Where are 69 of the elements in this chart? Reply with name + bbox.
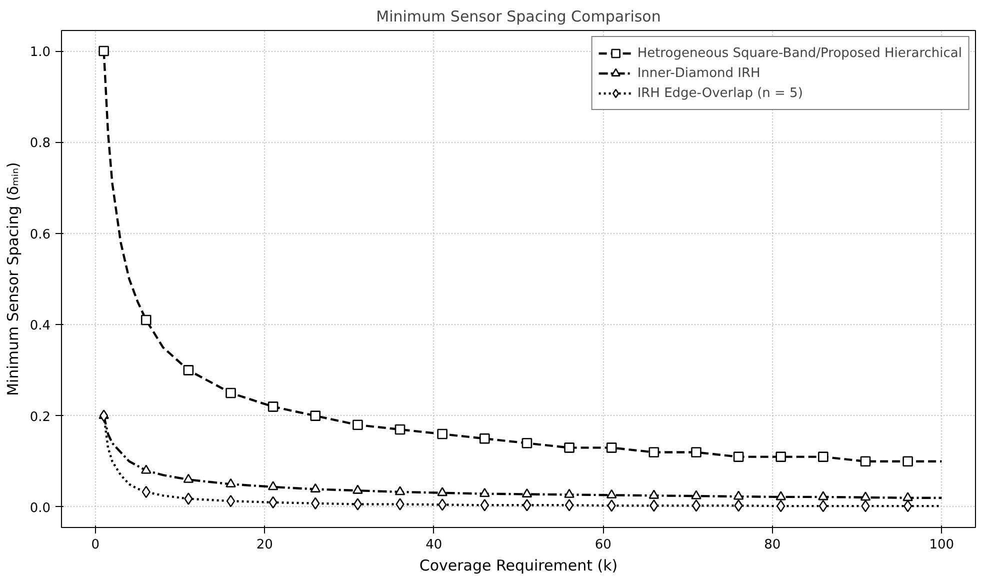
chart-title: Minimum Sensor Spacing Comparison xyxy=(376,8,661,26)
y-axis-title: Minimum Sensor Spacing (δₘᵢₙ) xyxy=(4,162,22,396)
point xyxy=(438,498,447,511)
point xyxy=(268,402,278,412)
point xyxy=(733,490,744,500)
point xyxy=(311,497,320,510)
point xyxy=(903,500,912,512)
point xyxy=(480,433,490,444)
point xyxy=(184,492,193,505)
y-tick-label: 0.0 xyxy=(30,500,51,516)
y-tick-label: 0.6 xyxy=(30,227,51,242)
point xyxy=(522,499,532,512)
point xyxy=(183,474,194,483)
legend-label: Inner-Diamond IRH xyxy=(637,66,760,80)
point xyxy=(648,490,660,499)
point xyxy=(352,484,363,494)
y-tick-label: 0.8 xyxy=(30,136,51,152)
point xyxy=(522,438,532,448)
x-tick-label: 40 xyxy=(426,538,442,552)
point xyxy=(818,491,828,500)
point xyxy=(860,492,871,501)
x-tick-label: 100 xyxy=(929,538,954,552)
point xyxy=(606,442,617,453)
point xyxy=(691,447,702,458)
point xyxy=(648,447,660,458)
y-tick-label: 0.2 xyxy=(30,410,51,425)
point xyxy=(606,489,617,498)
point xyxy=(394,486,406,496)
point xyxy=(100,410,108,422)
point xyxy=(226,478,236,488)
x-axis-title: Coverage Requirement (k) xyxy=(419,556,618,574)
x-tick-label: 80 xyxy=(764,538,781,552)
y-tick-label: 0.4 xyxy=(30,318,51,334)
point xyxy=(310,410,321,421)
point xyxy=(394,424,406,435)
point xyxy=(183,365,194,376)
point xyxy=(268,481,278,490)
point xyxy=(776,491,786,500)
point xyxy=(691,490,702,500)
point xyxy=(522,488,532,498)
x-tick-label: 0 xyxy=(91,538,100,552)
point xyxy=(564,488,574,498)
point xyxy=(353,498,362,510)
point xyxy=(226,388,236,398)
point xyxy=(860,456,871,467)
point xyxy=(776,452,786,462)
x-tick-label: 60 xyxy=(594,538,612,552)
point xyxy=(352,420,363,430)
legend-label: IRH Edge-Overlap (n = 5) xyxy=(637,86,803,100)
x-tick-label: 20 xyxy=(256,538,273,552)
point xyxy=(437,428,448,440)
point xyxy=(226,494,236,508)
point xyxy=(310,483,321,492)
point xyxy=(902,492,913,502)
point xyxy=(564,442,574,453)
point xyxy=(902,456,913,467)
point xyxy=(98,46,109,56)
point xyxy=(733,452,744,462)
point xyxy=(396,498,404,510)
point xyxy=(564,499,574,512)
point xyxy=(818,452,828,462)
point xyxy=(140,464,152,474)
point xyxy=(140,314,152,326)
point xyxy=(480,499,489,512)
point xyxy=(437,487,448,496)
point xyxy=(480,488,490,498)
legend-label: Hetrogeneous Square-Band/Proposed Hierarchical xyxy=(637,46,962,60)
y-tick-label: 1.0 xyxy=(30,45,51,60)
point xyxy=(692,499,701,512)
